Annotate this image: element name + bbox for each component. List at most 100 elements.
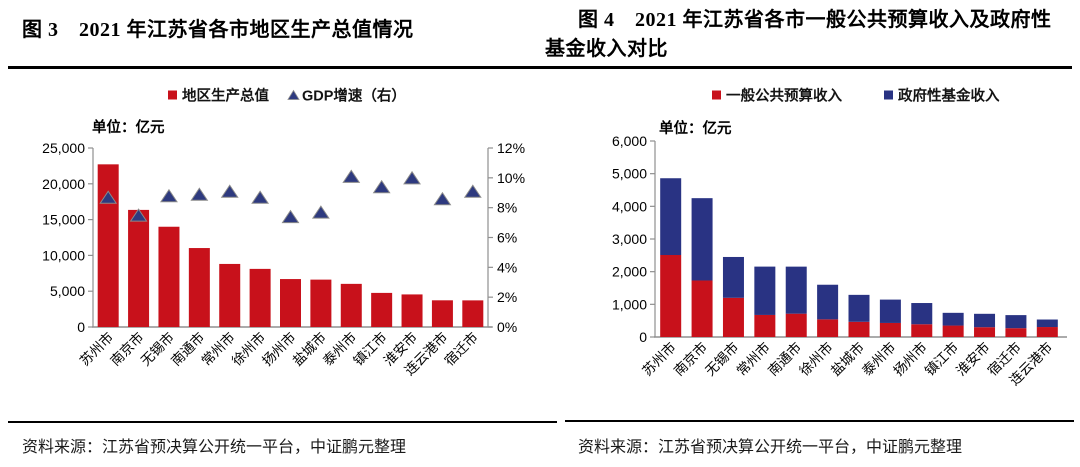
bar-segment <box>431 300 453 327</box>
y-axis-tick-label: 0 <box>639 329 647 345</box>
x-axis-category-label: 扬州市 <box>890 339 930 379</box>
right-y-axis-tick-label: 4% <box>497 259 517 275</box>
bar-segment <box>942 325 964 337</box>
y-axis-tick-label: 15,000 <box>42 212 85 228</box>
x-axis-category-label: 盐城市 <box>289 329 329 369</box>
gdp-growth-marker <box>251 190 270 204</box>
y-axis-tick-label: 20,000 <box>42 176 85 192</box>
y-axis-tick-label: 0 <box>77 319 85 335</box>
gdp-growth-marker <box>220 184 239 198</box>
bar-segment <box>1036 319 1058 328</box>
legend-label: 一般公共预算收入 <box>726 87 842 105</box>
figure4-title: 图 4 2021 年江苏省各市一般公共预算收入及政府性基金收入对比 <box>545 9 1052 60</box>
gdp-growth-marker <box>129 208 148 222</box>
right-y-axis-tick-label: 8% <box>497 200 517 216</box>
bar-segment <box>848 321 870 337</box>
legend-square-icon <box>168 90 177 100</box>
gdp-growth-marker <box>403 170 421 185</box>
title-divider-rule <box>8 66 1072 69</box>
y-axis-tick-label: 6,000 <box>612 133 647 149</box>
y-axis-tick-label: 5,000 <box>612 166 647 182</box>
bar-segment <box>817 319 839 337</box>
x-axis-category-label: 泰州市 <box>319 329 359 369</box>
right-y-axis-tick-label: 2% <box>497 289 517 305</box>
bar-segment <box>754 314 776 337</box>
x-axis-category-label: 徐州市 <box>228 329 268 369</box>
bar-segment <box>879 322 901 337</box>
gdp-growth-marker <box>160 188 178 203</box>
unit-label: 单位：亿元 <box>659 119 732 137</box>
bar-segment <box>722 256 744 298</box>
gdp-growth-marker <box>463 184 482 198</box>
right-y-axis-tick-label: 6% <box>497 230 517 246</box>
x-axis-category-label: 常州市 <box>733 339 773 379</box>
y-axis-tick-label: 25,000 <box>42 140 85 156</box>
figure4-source: 资料来源：江苏省预决算公开统一平台，中证鹏元整理 <box>578 439 963 456</box>
bar-segment <box>848 294 870 322</box>
y-axis-tick-label: 10,000 <box>42 247 85 263</box>
legend-label: 政府性基金收入 <box>898 87 1000 105</box>
bar-segment <box>785 313 807 337</box>
x-axis-category-label: 南通市 <box>168 329 208 369</box>
bar-segment <box>340 283 362 327</box>
figure3-footer-rule <box>8 421 557 423</box>
x-axis-category-label: 镇江市 <box>350 329 390 369</box>
y-axis-tick-label: 5,000 <box>50 283 85 299</box>
bar-segment <box>371 292 393 327</box>
gdp-growth-marker <box>190 187 209 201</box>
bar-segment <box>158 226 180 327</box>
figure3-title: 图 3 2021 年江苏省各市地区生产总值情况 <box>22 19 414 41</box>
bar-segment <box>817 284 839 320</box>
bar-segment <box>310 279 332 327</box>
legend-label: GDP增速（右） <box>302 87 406 105</box>
right-y-axis-tick-label: 12% <box>497 140 525 156</box>
bar-segment <box>691 280 713 337</box>
gdp-growth-marker <box>433 191 452 206</box>
x-axis-category-label: 宿迁市 <box>441 329 481 369</box>
x-axis-category-label: 泰州市 <box>859 339 899 379</box>
bar-segment <box>188 248 210 327</box>
bar-segment <box>942 312 964 326</box>
x-axis-category-label: 无锡市 <box>137 329 177 369</box>
bar-segment <box>660 178 682 256</box>
bar-segment <box>911 324 933 337</box>
bar-segment <box>97 164 119 327</box>
figure4-chart: 01,0002,0003,0004,0005,0006,000苏州市南京市无锡市… <box>612 87 1067 388</box>
legend-square-icon <box>884 90 893 100</box>
y-axis-tick-label: 3,000 <box>612 231 647 247</box>
unit-label: 单位：亿元 <box>92 118 165 136</box>
bar-segment <box>249 268 271 327</box>
legend-square-icon <box>712 90 721 100</box>
x-axis-category-label: 淮安市 <box>953 339 993 379</box>
x-axis-category-label: 盐城市 <box>827 339 867 379</box>
bar-segment <box>462 300 484 327</box>
x-axis-category-label: 南通市 <box>764 339 804 379</box>
y-axis-tick-label: 1,000 <box>612 296 647 312</box>
right-y-axis-tick-label: 10% <box>497 170 525 186</box>
bar-segment <box>691 198 713 281</box>
bar-segment <box>219 263 241 327</box>
x-axis-category-label: 南京市 <box>670 339 710 379</box>
figure4-footer-rule <box>565 420 1074 422</box>
bar-segment <box>974 313 996 328</box>
bar-segment <box>722 297 744 337</box>
x-axis-category-label: 扬州市 <box>259 329 299 369</box>
x-axis-category-label: 镇江市 <box>921 339 961 379</box>
figure3-source: 资料来源：江苏省预决算公开统一平台，中证鹏元整理 <box>22 439 407 456</box>
x-axis-category-label: 常州市 <box>198 329 238 369</box>
gdp-growth-marker <box>281 209 300 224</box>
figure3-chart: 0 5,000 10,000 15,000 20,000 25,000 0% 2% 4% 6% 8%… <box>42 87 525 379</box>
x-axis-category-label: 无锡市 <box>702 339 742 379</box>
bar-segment <box>1005 315 1027 329</box>
legend-label: 地区生产总值 <box>182 87 269 105</box>
gdp-growth-marker <box>372 179 391 194</box>
bar-segment <box>785 266 807 314</box>
bar-segment <box>754 266 776 315</box>
bar-segment <box>1005 328 1027 337</box>
right-y-axis-tick-label: 0% <box>497 319 517 335</box>
bar-segment <box>1036 327 1058 337</box>
bar-segment <box>280 279 301 327</box>
y-axis-tick-label: 2,000 <box>612 264 647 280</box>
bar-segment <box>128 209 150 327</box>
x-axis-category-label: 南京市 <box>107 329 147 369</box>
